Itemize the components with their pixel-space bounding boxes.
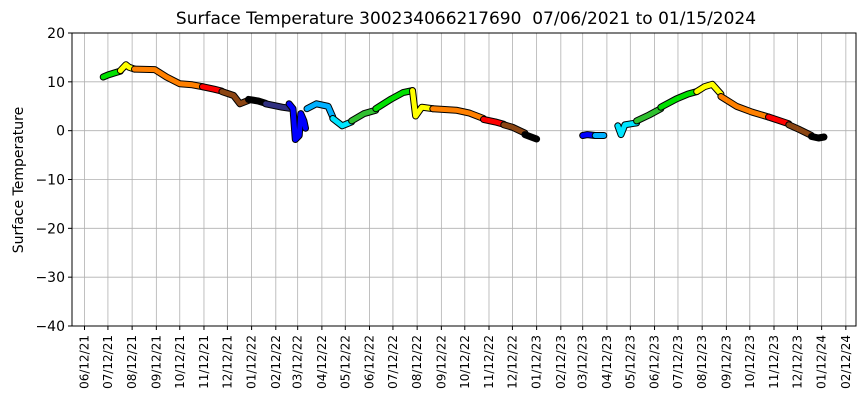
- x-tick-label: 06/12/22: [363, 335, 377, 389]
- series-segment: [330, 116, 355, 129]
- x-tick-label: 01/12/22: [245, 335, 259, 389]
- series-segment: [349, 107, 379, 124]
- x-tick-label: 12/12/22: [505, 335, 519, 389]
- chart-title: Surface Temperature 300234066217690 07/0…: [176, 9, 756, 29]
- series-segment: [766, 114, 792, 127]
- y-tick-label: −40: [35, 319, 65, 335]
- series-segment: [263, 101, 292, 111]
- grid: [72, 32, 856, 327]
- x-tick-label: 12/12/23: [790, 335, 804, 389]
- series-segment: [410, 88, 436, 119]
- series-segment: [132, 66, 205, 90]
- series-segment: [615, 120, 640, 138]
- series-segment: [501, 122, 528, 136]
- x-tick-label: 11/12/21: [197, 335, 211, 389]
- x-tick-label: 08/12/21: [125, 335, 139, 389]
- y-tick-label: −30: [35, 270, 65, 286]
- series-segment: [219, 89, 251, 107]
- y-tick-label: −20: [35, 221, 65, 237]
- x-tick-label: 07/12/21: [101, 335, 115, 389]
- x-tick-label: 08/12/22: [410, 335, 424, 389]
- series: [99, 61, 828, 143]
- x-tick-label: 02/12/23: [554, 335, 568, 389]
- y-tick-label: 0: [56, 124, 65, 140]
- x-tick-label: 09/12/23: [719, 335, 733, 389]
- y-tick-label: 10: [47, 75, 65, 91]
- x-tick-label: 09/12/21: [149, 335, 163, 389]
- x-tick-label: 06/12/23: [648, 335, 662, 389]
- x-tick-label: 10/12/21: [173, 335, 187, 389]
- x-tick-label: 07/12/23: [671, 335, 685, 389]
- x-tick-label: 02/12/24: [839, 335, 853, 389]
- series-segment: [430, 106, 486, 121]
- series-segment: [694, 81, 724, 97]
- x-tick-label: 05/12/23: [623, 335, 637, 389]
- x-tick-label: 08/12/23: [695, 335, 709, 389]
- x-tick-label: 05/12/22: [338, 335, 352, 389]
- y-axis: 20 10 0 −10 −20 −30 −40: [35, 26, 72, 335]
- series-segment: [304, 101, 336, 120]
- series-segment: [809, 134, 827, 141]
- x-tick-label: 10/12/22: [458, 335, 472, 389]
- x-tick-label: 11/12/22: [482, 335, 496, 389]
- series-segment: [718, 94, 771, 120]
- y-tick-label: 20: [47, 26, 65, 42]
- x-tick-label: 07/12/22: [386, 335, 400, 389]
- x-tick-label: 04/12/22: [315, 335, 329, 389]
- series-segment: [373, 88, 415, 112]
- x-tick-label: 04/12/23: [600, 335, 614, 389]
- x-tick-label: 09/12/22: [434, 335, 448, 389]
- x-tick-label: 03/12/22: [291, 335, 305, 389]
- x-tick-label: 01/12/23: [530, 335, 544, 389]
- x-tick-label: 02/12/22: [269, 335, 283, 389]
- x-tick-label: 12/12/21: [220, 335, 234, 389]
- x-axis: 06/12/21 07/12/21 08/12/21 09/12/21 10/12/21…: [77, 326, 853, 389]
- series-segment: [286, 101, 308, 142]
- series-segment: [522, 132, 540, 142]
- y-axis-label: Surface Temperature: [11, 107, 27, 253]
- series-segment: [658, 89, 700, 110]
- x-tick-label: 10/12/23: [743, 335, 757, 389]
- x-tick-label: 11/12/23: [767, 335, 781, 389]
- x-tick-label: 01/12/24: [815, 335, 829, 389]
- series-segment: [786, 122, 814, 138]
- y-tick-label: −10: [35, 173, 65, 189]
- x-tick-label: 03/12/23: [576, 335, 590, 389]
- x-tick-label: 06/12/21: [77, 335, 91, 389]
- series-segment: [634, 106, 664, 124]
